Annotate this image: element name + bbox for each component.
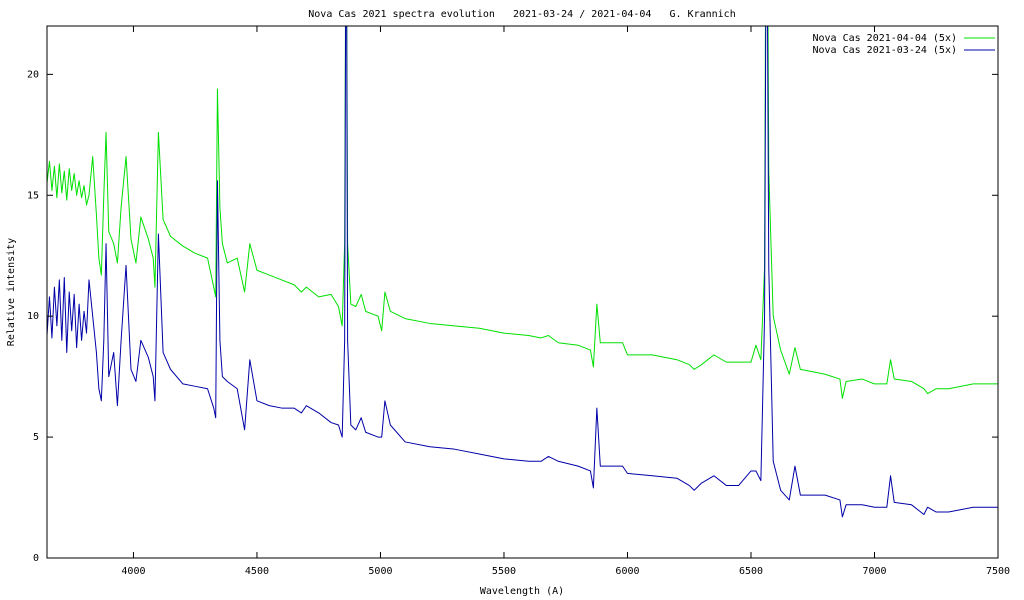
y-tick-label: 10 [27,311,39,322]
y-tick-label: 15 [27,190,39,201]
y-tick-label: 0 [33,553,39,564]
x-tick-label: 4000 [121,566,145,577]
x-tick-label: 4500 [245,566,269,577]
spectrum-line [47,26,998,518]
plot-frame [46,25,999,559]
x-tick-label: 5000 [368,566,392,577]
y-axis-label: Relative intensity [6,238,17,346]
x-tick-label: 7500 [986,566,1010,577]
legend-label: Nova Cas 2021-03-24 (5x) [813,45,958,56]
chart-title: Nova Cas 2021 spectra evolution 2021-03-… [308,9,735,20]
plot-lines [47,26,998,518]
x-tick-label: 6000 [615,566,639,577]
legend-label: Nova Cas 2021-04-04 (5x) [813,33,958,44]
y-tick-label: 20 [27,69,39,80]
x-tick-label: 5500 [492,566,516,577]
y-tick-label: 5 [33,432,39,443]
x-axis-label: Wavelength (A) [480,586,564,597]
x-tick-label: 7000 [862,566,886,577]
x-tick-label: 6500 [739,566,763,577]
